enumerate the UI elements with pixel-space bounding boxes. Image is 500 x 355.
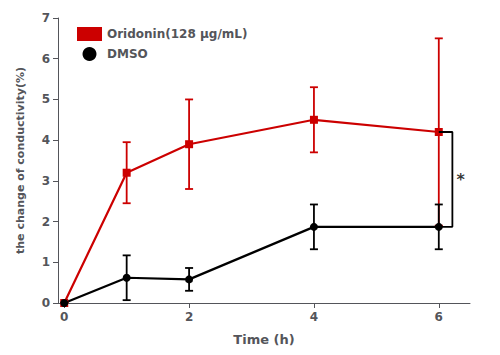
svg-text:6: 6 (435, 310, 443, 324)
svg-text:Time (h): Time (h) (233, 332, 294, 347)
svg-text:3: 3 (42, 174, 50, 188)
svg-text:0: 0 (60, 310, 68, 324)
svg-text:6: 6 (42, 52, 50, 66)
svg-text:DMSO: DMSO (107, 47, 148, 61)
svg-text:*: * (456, 170, 465, 189)
svg-text:the change of conductivity(%): the change of conductivity(%) (14, 67, 27, 254)
svg-text:0: 0 (42, 296, 50, 310)
svg-text:4: 4 (42, 133, 50, 147)
svg-text:1: 1 (42, 255, 50, 269)
svg-text:5: 5 (42, 92, 50, 106)
svg-text:7: 7 (42, 11, 50, 25)
svg-text:Oridonin(128 μg/mL): Oridonin(128 μg/mL) (107, 27, 247, 41)
svg-text:2: 2 (185, 310, 193, 324)
svg-text:2: 2 (42, 215, 50, 229)
svg-text:4: 4 (310, 310, 318, 324)
